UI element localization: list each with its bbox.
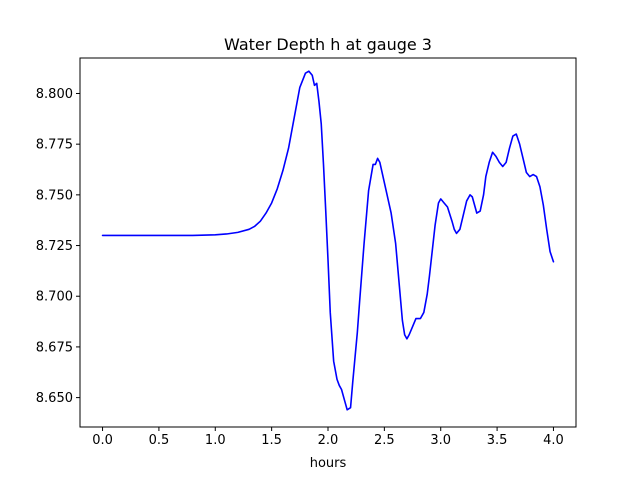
x-tick-label: 1.5 [261, 433, 282, 448]
x-tick-label: 3.5 [487, 433, 508, 448]
y-tick-label: 8.650 [36, 391, 73, 406]
series-layer [101, 70, 555, 411]
y-tick-label: 8.800 [36, 87, 73, 102]
y-tick-label: 8.775 [36, 138, 73, 153]
x-tick-label: 2.5 [374, 433, 395, 448]
y-axis-ticks: 8.650 8.675 8.700 8.725 8.750 8.775 8.800 [36, 87, 80, 406]
y-tick-label: 8.675 [36, 340, 73, 355]
plot-frame [79, 57, 577, 428]
chart-title: Water Depth h at gauge 3 [224, 35, 432, 54]
x-tick-label: 2.0 [318, 433, 339, 448]
x-tick-label: 0.0 [92, 433, 113, 448]
y-tick-label: 8.700 [36, 290, 73, 305]
x-tick-label: 3.0 [430, 433, 451, 448]
y-tick-label: 8.750 [36, 188, 73, 203]
y-tick-label: 8.725 [36, 239, 73, 254]
x-axis-label: hours [310, 456, 347, 471]
x-axis-ticks: 0.0 0.5 1.0 1.5 2.0 2.5 3.0 3.5 4.0 [92, 427, 564, 448]
x-tick-label: 1.0 [205, 433, 226, 448]
x-tick-label: 4.0 [543, 433, 564, 448]
x-tick-label: 0.5 [149, 433, 170, 448]
series-line-0 [101, 70, 555, 411]
